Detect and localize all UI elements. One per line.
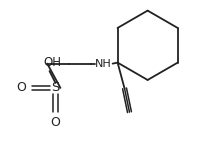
Text: S: S — [51, 81, 60, 94]
Text: O: O — [16, 81, 26, 94]
Text: OH: OH — [43, 56, 61, 69]
Text: NH: NH — [95, 59, 112, 69]
Text: O: O — [51, 116, 60, 129]
